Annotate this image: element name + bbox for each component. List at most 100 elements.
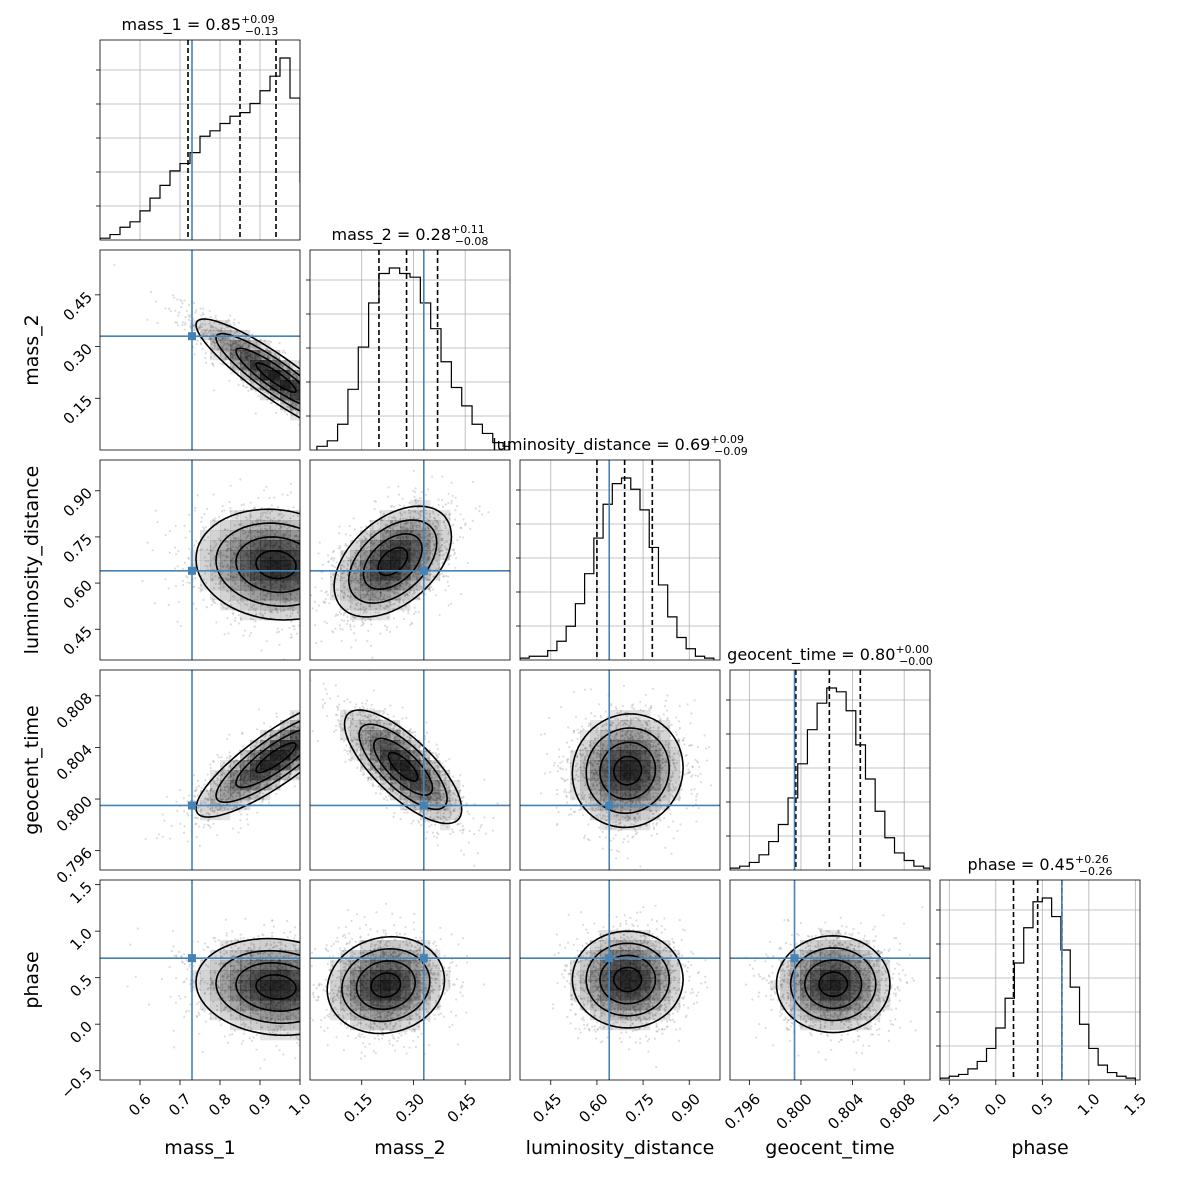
sample-point bbox=[307, 400, 309, 402]
sample-point bbox=[252, 592, 255, 595]
sample-point bbox=[312, 562, 314, 564]
sample-point bbox=[317, 564, 319, 566]
sample-point bbox=[225, 554, 228, 557]
sample-point bbox=[453, 553, 456, 556]
sample-point bbox=[351, 438, 353, 440]
sample-point bbox=[291, 612, 294, 615]
sample-point bbox=[315, 528, 317, 530]
sample-point bbox=[315, 579, 317, 581]
sample-point bbox=[303, 391, 305, 393]
sample-point bbox=[367, 436, 369, 438]
sample-point bbox=[367, 439, 369, 441]
sample-point bbox=[181, 567, 184, 571]
sample-point bbox=[335, 546, 337, 548]
sample-point bbox=[315, 609, 318, 612]
panel-frame bbox=[99, 249, 301, 451]
density-bin bbox=[210, 350, 221, 361]
sample-point bbox=[354, 418, 356, 420]
sample-point bbox=[327, 424, 329, 426]
sample-point bbox=[320, 555, 322, 557]
sample-point bbox=[277, 527, 281, 530]
sample-point bbox=[350, 537, 352, 539]
sample-point bbox=[281, 351, 284, 354]
sample-point bbox=[322, 585, 324, 587]
sample-point bbox=[284, 597, 288, 600]
sample-point bbox=[193, 301, 196, 305]
sample-point bbox=[242, 508, 246, 511]
sample-point bbox=[332, 564, 335, 568]
sample-point bbox=[305, 382, 307, 384]
sample-point bbox=[227, 632, 230, 635]
sample-point bbox=[254, 506, 257, 509]
sample-point bbox=[260, 531, 264, 535]
sample-point bbox=[301, 406, 303, 408]
sample-point bbox=[286, 406, 290, 409]
sample-point bbox=[305, 565, 307, 567]
sample-point bbox=[294, 404, 298, 407]
density-bin bbox=[200, 320, 211, 331]
sample-point bbox=[236, 573, 239, 576]
sample-point bbox=[302, 488, 304, 490]
sample-point bbox=[279, 525, 283, 528]
sample-point bbox=[214, 316, 217, 320]
sample-point bbox=[222, 344, 225, 347]
sample-point bbox=[300, 388, 302, 390]
sample-point bbox=[331, 409, 333, 411]
sample-point bbox=[300, 565, 302, 567]
sample-point bbox=[240, 503, 243, 507]
sample-point bbox=[354, 638, 357, 642]
sample-point bbox=[301, 400, 303, 402]
sample-point bbox=[221, 337, 224, 340]
sample-point bbox=[303, 396, 305, 398]
sample-point bbox=[243, 337, 246, 340]
sample-point bbox=[333, 420, 335, 422]
sample-point bbox=[328, 397, 330, 399]
sample-point bbox=[182, 583, 185, 587]
sample-point bbox=[265, 640, 268, 643]
sample-point bbox=[311, 396, 313, 398]
sample-point bbox=[245, 336, 248, 339]
sample-point bbox=[268, 388, 271, 391]
sample-point bbox=[256, 530, 259, 534]
sample-point bbox=[229, 623, 233, 626]
sample-point bbox=[306, 385, 308, 387]
density-panel-mass_2-luminosity_distance bbox=[310, 460, 510, 660]
sample-point bbox=[289, 406, 292, 409]
sample-point bbox=[300, 381, 302, 383]
sample-point bbox=[266, 354, 270, 357]
sample-point bbox=[295, 632, 299, 635]
sample-point bbox=[321, 409, 323, 411]
sample-point bbox=[318, 413, 320, 415]
sample-point bbox=[205, 606, 209, 609]
title-lower: −0.00 bbox=[899, 655, 933, 668]
sample-point bbox=[284, 597, 287, 601]
sample-point bbox=[247, 585, 250, 588]
sample-point bbox=[174, 524, 177, 528]
sample-point bbox=[312, 434, 314, 436]
sample-point bbox=[243, 342, 247, 345]
sample-point bbox=[295, 412, 298, 415]
sample-point bbox=[301, 398, 303, 400]
sample-point bbox=[318, 548, 320, 550]
sample-point bbox=[273, 517, 276, 520]
sample-point bbox=[313, 411, 315, 413]
sample-point bbox=[311, 550, 313, 552]
sample-point bbox=[316, 576, 318, 578]
sample-point bbox=[203, 572, 207, 575]
sample-point bbox=[213, 341, 216, 344]
sample-point bbox=[325, 543, 327, 545]
sample-point bbox=[301, 398, 303, 400]
sample-point bbox=[213, 540, 216, 543]
sample-point bbox=[245, 535, 249, 539]
sample-point bbox=[321, 566, 323, 568]
sample-point bbox=[324, 575, 326, 577]
sample-point bbox=[307, 558, 309, 560]
sample-point bbox=[267, 592, 270, 595]
sample-point bbox=[278, 538, 281, 541]
sample-point bbox=[242, 634, 245, 637]
sample-point bbox=[314, 400, 316, 402]
sample-point bbox=[318, 418, 320, 420]
sample-point bbox=[237, 362, 241, 365]
sample-point bbox=[444, 589, 447, 592]
sample-point bbox=[249, 501, 252, 504]
